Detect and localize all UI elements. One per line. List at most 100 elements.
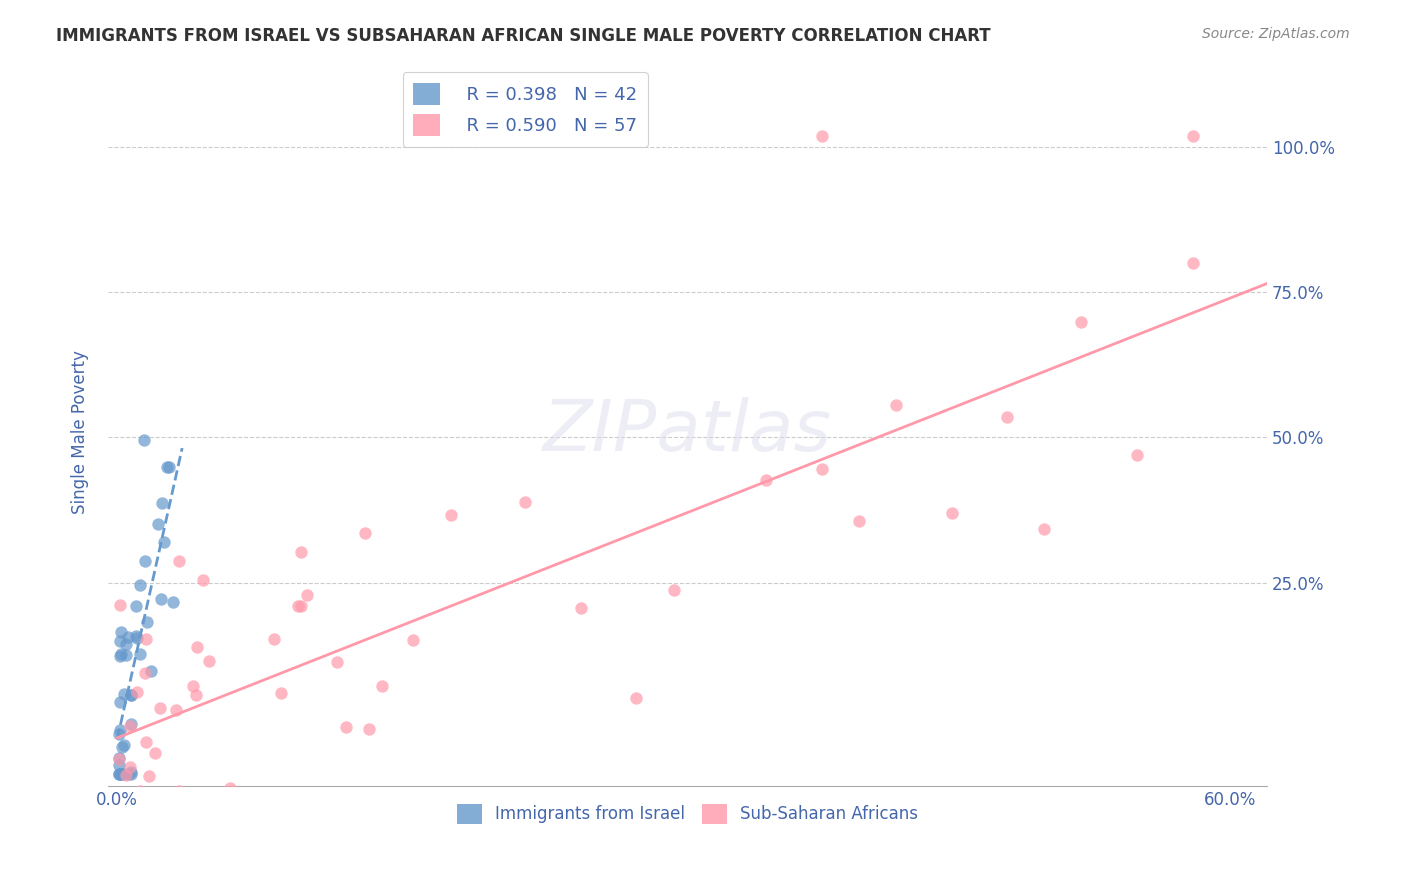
Point <box>108 752 131 766</box>
Point <box>662 583 685 598</box>
Point <box>401 633 423 648</box>
Point <box>129 783 152 797</box>
Legend: Immigrants from Israel, Sub-Saharan Africans: Immigrants from Israel, Sub-Saharan Afri… <box>447 794 928 834</box>
Point <box>108 767 131 781</box>
Point <box>166 790 188 805</box>
Point <box>125 599 148 614</box>
Point <box>626 691 648 706</box>
Point <box>125 685 148 699</box>
Point <box>138 769 160 783</box>
Point <box>440 508 463 522</box>
Point <box>115 768 138 782</box>
Point <box>198 654 221 668</box>
Point <box>848 514 870 528</box>
Point <box>263 632 285 647</box>
Point <box>108 598 131 612</box>
Point <box>143 746 166 760</box>
Y-axis label: Single Male Poverty: Single Male Poverty <box>72 350 89 514</box>
Point <box>111 767 134 781</box>
Point <box>995 409 1018 424</box>
Point <box>108 767 131 781</box>
Point <box>117 767 139 781</box>
Point <box>186 688 208 702</box>
Point <box>162 595 184 609</box>
Point <box>134 665 156 680</box>
Point <box>1126 448 1149 462</box>
Point <box>129 577 152 591</box>
Point <box>136 615 159 629</box>
Point <box>149 701 172 715</box>
Point <box>359 723 381 737</box>
Point <box>120 764 142 779</box>
Point <box>108 726 131 740</box>
Point <box>111 739 134 754</box>
Point <box>120 688 142 702</box>
Point <box>1181 128 1204 143</box>
Point <box>152 535 174 549</box>
Point <box>193 573 215 587</box>
Point <box>157 459 180 474</box>
Point <box>108 751 131 765</box>
Point <box>112 738 135 752</box>
Point <box>124 629 146 643</box>
Point <box>1181 256 1204 270</box>
Point <box>811 128 834 143</box>
Point <box>120 760 142 774</box>
Point <box>148 790 170 805</box>
Point <box>139 665 162 679</box>
Point <box>325 655 347 669</box>
Point <box>128 647 150 661</box>
Point <box>218 788 240 802</box>
Point <box>120 767 142 781</box>
Point <box>371 680 394 694</box>
Text: ZIPatlas: ZIPatlas <box>543 397 832 467</box>
Point <box>270 686 292 700</box>
Point <box>135 734 157 748</box>
Point <box>755 473 778 487</box>
Point <box>135 632 157 646</box>
Point <box>125 631 148 645</box>
Point <box>181 680 204 694</box>
Point <box>118 718 141 732</box>
Point <box>1033 522 1056 536</box>
Point <box>150 496 173 510</box>
Point <box>1070 315 1092 329</box>
Point <box>335 720 357 734</box>
Point <box>290 545 312 559</box>
Point <box>287 599 309 614</box>
Text: Source: ZipAtlas.com: Source: ZipAtlas.com <box>1202 27 1350 41</box>
Point <box>515 495 537 509</box>
Point <box>884 398 907 412</box>
Point <box>110 695 132 709</box>
Point <box>108 634 131 648</box>
Point <box>150 592 173 607</box>
Point <box>146 517 169 532</box>
Point <box>169 784 191 798</box>
Point <box>295 588 318 602</box>
Point <box>811 462 834 476</box>
Point <box>290 599 312 614</box>
Point <box>167 554 190 568</box>
Point <box>114 637 136 651</box>
Point <box>156 460 179 475</box>
Point <box>188 790 211 805</box>
Point <box>117 630 139 644</box>
Point <box>110 647 132 661</box>
Point <box>132 433 155 447</box>
Text: IMMIGRANTS FROM ISRAEL VS SUBSAHARAN AFRICAN SINGLE MALE POVERTY CORRELATION CHA: IMMIGRANTS FROM ISRAEL VS SUBSAHARAN AFR… <box>56 27 991 45</box>
Point <box>354 526 377 541</box>
Point <box>120 688 142 702</box>
Point <box>186 640 208 655</box>
Point <box>218 780 240 795</box>
Point <box>569 600 592 615</box>
Point <box>120 716 142 731</box>
Point <box>941 506 963 520</box>
Point <box>121 790 143 805</box>
Point <box>111 767 134 781</box>
Point <box>110 648 132 663</box>
Point <box>112 687 135 701</box>
Point <box>134 554 156 568</box>
Point <box>108 723 131 737</box>
Point <box>110 790 132 805</box>
Point <box>108 767 131 781</box>
